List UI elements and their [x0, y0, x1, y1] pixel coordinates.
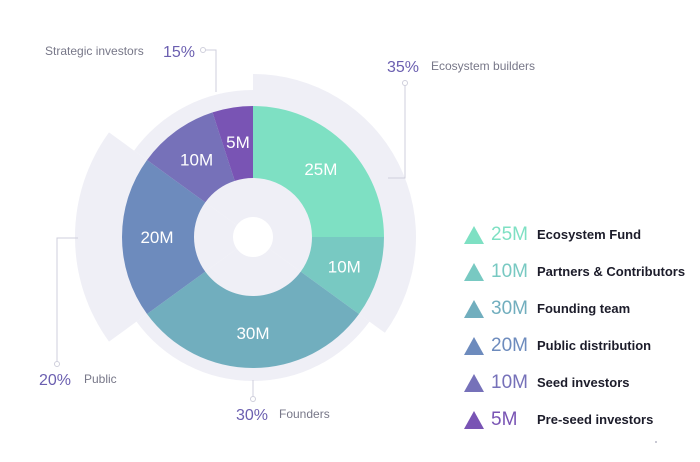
legend-value: 10M	[491, 260, 528, 282]
slice-label-3: 20M	[140, 228, 173, 247]
group-percent-founders: 30%	[236, 407, 268, 424]
legend-item-public-distribution: 20M Public distribution	[464, 327, 694, 364]
leader-line-ecosystem-builders	[388, 83, 406, 179]
slice-label-4: 10M	[180, 150, 213, 169]
group-name-founders: Founders	[279, 407, 330, 421]
pie-slices	[121, 106, 385, 368]
triangle-icon	[464, 299, 484, 318]
pie-slice-5	[212, 106, 253, 181]
group-percent-public: 20%	[39, 372, 71, 389]
legend-label: Pre-seed investors	[537, 412, 654, 427]
pie-slice-1	[300, 237, 385, 314]
leader-dot-public	[54, 361, 60, 367]
pie-slice-4	[147, 112, 235, 203]
legend-item-partners-contributors: 10M Partners & Contributors	[464, 253, 694, 290]
triangle-icon	[464, 410, 484, 429]
triangle-icon	[464, 262, 484, 281]
leader-dot-founders	[250, 396, 256, 402]
group-percent-ecosystem-builders: 35%	[387, 59, 419, 76]
pie-slice-3	[121, 160, 206, 314]
legend: 25M Ecosystem Fund 10M Partners & Contri…	[464, 216, 694, 438]
legend-item-founding-team: 30M Founding team	[464, 290, 694, 327]
group-name-strategic-investors: Strategic investors	[45, 44, 144, 58]
group-leader-lines	[54, 47, 408, 402]
group-name-ecosystem-builders: Ecosystem builders	[431, 59, 535, 73]
legend-value: 25M	[491, 223, 528, 245]
legend-item-seed-investors: 10M Seed investors	[464, 364, 694, 401]
legend-label: Public distribution	[537, 338, 652, 353]
legend-label: Partners & Contributors	[537, 264, 686, 279]
triangle-icon	[464, 373, 484, 392]
leader-line-public	[56, 237, 78, 364]
legend-value: 20M	[491, 334, 528, 356]
legend-value: 30M	[491, 297, 528, 319]
legend-value: 10M	[491, 371, 528, 393]
slice-label-1: 10M	[328, 258, 361, 277]
pie-slice-2	[147, 271, 359, 368]
legend-value: 5M	[491, 408, 518, 430]
decorative-dot	[655, 441, 657, 443]
legend-label: Ecosystem Fund	[537, 227, 642, 242]
pie-slice-labels: 25M 10M 30M 20M 10M 5M	[140, 133, 360, 343]
group-name-public: Public	[84, 372, 117, 386]
legend-item-ecosystem-fund: 25M Ecosystem Fund	[464, 216, 694, 253]
triangle-icon	[464, 336, 484, 355]
pie-slice-0	[253, 106, 384, 237]
slice-label-2: 30M	[236, 324, 269, 343]
legend-label: Seed investors	[537, 375, 630, 390]
leader-line-strategic-investors	[203, 49, 217, 92]
slice-label-5: 5M	[226, 133, 250, 152]
leader-dot-strategic-investors	[200, 47, 206, 53]
legend-item-pre-seed-investors: 5M Pre-seed investors	[464, 401, 694, 438]
leader-dot-ecosystem-builders	[402, 80, 408, 86]
triangle-icon	[464, 225, 484, 244]
legend-label: Founding team	[537, 301, 631, 316]
slice-label-0: 25M	[304, 160, 337, 179]
group-percent-strategic-investors: 15%	[163, 44, 195, 61]
